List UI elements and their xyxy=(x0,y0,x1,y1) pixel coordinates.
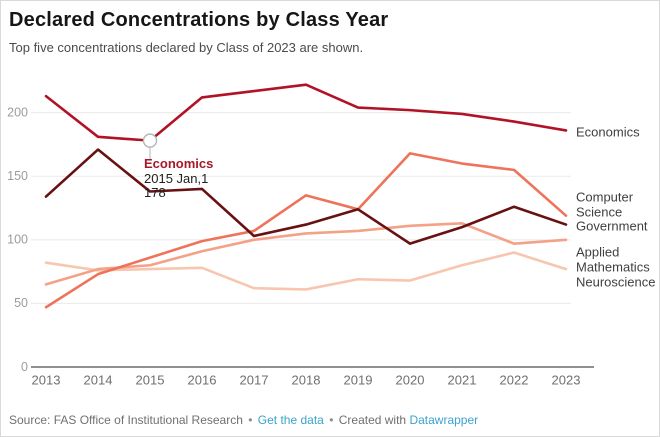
footer-separator-2: • xyxy=(329,413,334,427)
series-label-government: Government xyxy=(576,218,648,233)
series-label-applied-mathematics-1: Applied xyxy=(576,244,619,259)
series-label-computer-science-2: Science xyxy=(576,204,622,219)
get-the-data-link[interactable]: Get the data xyxy=(257,413,324,427)
x-tick-label-2023: 2023 xyxy=(552,372,581,387)
x-tick-label-2022: 2022 xyxy=(500,372,529,387)
y-tick-label-0: 0 xyxy=(21,360,28,374)
footer-separator-1: • xyxy=(248,413,253,427)
tooltip-series-name: Economics xyxy=(144,156,214,171)
chart-subtitle: Top five concentrations declared by Clas… xyxy=(9,40,364,55)
x-tick-label-2013: 2013 xyxy=(32,372,61,387)
created-with-text: Created with xyxy=(338,413,407,427)
x-tick-label-2019: 2019 xyxy=(344,372,373,387)
x-tick-label-2015: 2015 xyxy=(136,372,165,387)
source-text: Source: FAS Office of Institutional Rese… xyxy=(9,413,243,427)
datawrapper-link[interactable]: Datawrapper xyxy=(409,413,479,427)
y-tick-label-150: 150 xyxy=(7,169,28,183)
tooltip-date: 2015 Jan,1 xyxy=(144,170,209,186)
x-tick-label-2014: 2014 xyxy=(84,372,113,387)
x-tick-label-2021: 2021 xyxy=(448,372,477,387)
y-tick-label-200: 200 xyxy=(7,105,28,119)
series-label-neuroscience: Neuroscience xyxy=(576,274,656,289)
x-tick-label-2017: 2017 xyxy=(240,372,269,387)
series-label-computer-science-1: Computer xyxy=(576,189,634,204)
footer: Source: FAS Office of Institutional Rese… xyxy=(9,413,478,427)
series-line-economics[interactable] xyxy=(44,83,568,142)
tooltip-value: 178 xyxy=(144,185,166,200)
y-tick-label-50: 50 xyxy=(14,296,28,310)
series-line-applied-mathematics[interactable] xyxy=(44,221,568,286)
series-label-economics: Economics xyxy=(576,124,640,139)
y-tick-label-100: 100 xyxy=(7,233,28,247)
tooltip: Economics 2015 Jan,1 178 xyxy=(144,156,214,201)
series-line-neuroscience[interactable] xyxy=(44,251,568,291)
x-tick-label-2020: 2020 xyxy=(396,372,425,387)
hover-point-marker[interactable] xyxy=(142,133,158,148)
x-tick-label-2016: 2016 xyxy=(188,372,217,387)
x-tick-label-2018: 2018 xyxy=(292,372,321,387)
series-label-applied-mathematics-2: Mathematics xyxy=(576,259,650,274)
chart-title: Declared Concentrations by Class Year xyxy=(9,9,389,31)
series-line-computer-science[interactable] xyxy=(44,152,568,309)
series-line-government[interactable] xyxy=(44,148,568,245)
